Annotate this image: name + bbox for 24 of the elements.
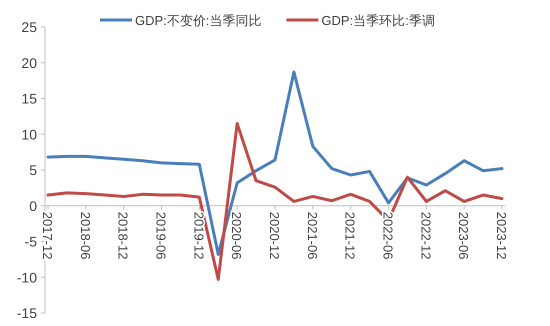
y-tick-label: 5 [29, 162, 38, 178]
y-tick-label: 10 [21, 126, 38, 142]
x-tick-label: 2018-06 [78, 212, 93, 260]
legend-label: GDP:当季环比:季调 [321, 13, 435, 28]
x-tick-label: 2020-06 [229, 212, 244, 260]
y-tick-label: 0 [29, 198, 38, 214]
x-tick-label: 2022-06 [380, 212, 396, 260]
x-tick-label: 2021-06 [304, 212, 320, 260]
y-tick-label: -10 [16, 269, 38, 286]
x-tick-label: 2021-12 [342, 212, 358, 260]
x-tick-label: 2022-12 [418, 212, 434, 260]
y-tick-label: -5 [24, 234, 38, 250]
x-tick-label: 2019-12 [191, 212, 206, 260]
x-tick-label: 2023-12 [494, 212, 509, 260]
legend-label: GDP:不变价:当季同比 [135, 13, 262, 28]
x-tick-label: 2018-12 [116, 212, 131, 260]
x-tick-label: 2023-06 [456, 212, 472, 260]
y-tick-label: 15 [21, 90, 38, 106]
y-tick-label: 20 [21, 54, 38, 71]
x-tick-label: 2020-12 [267, 212, 282, 260]
x-tick-label: 2017-12 [40, 212, 55, 260]
y-tick-label: 25 [21, 19, 38, 35]
y-tick-label: -15 [16, 305, 38, 321]
x-tick-label: 2019-06 [154, 212, 168, 260]
